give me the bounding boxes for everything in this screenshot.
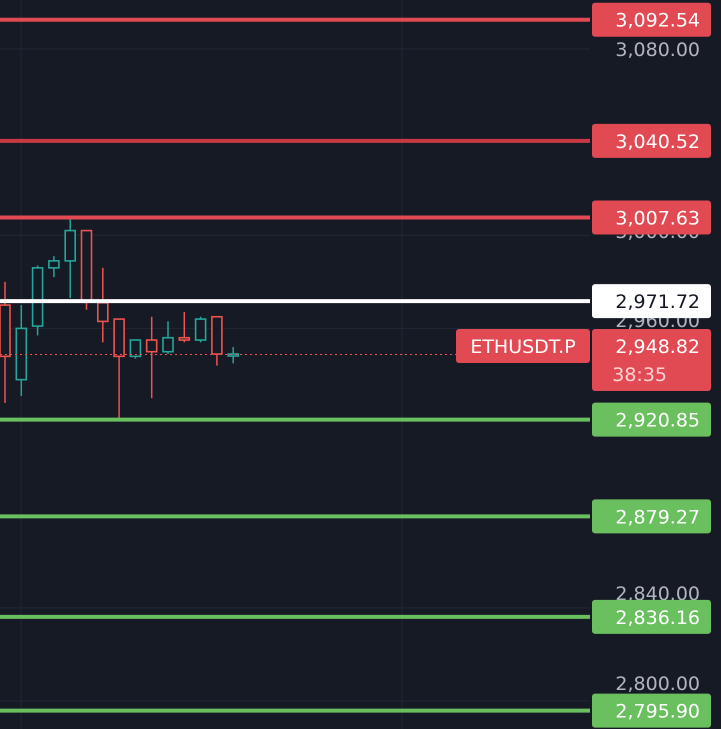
last-price-badge[interactable] [592, 329, 711, 391]
candle-body [64, 229, 76, 262]
candle-countdown: 38:35 [612, 364, 667, 386]
resistance-level-value: 3,092.54 [615, 10, 700, 32]
resistance-level-value: 3,040.52 [615, 131, 700, 153]
candle-body [97, 301, 109, 323]
resistance-level-badge[interactable] [592, 123, 711, 158]
resistance-level-badge[interactable] [592, 200, 711, 235]
reference-level-value: 2,971.72 [615, 291, 700, 313]
candle-body [227, 353, 239, 357]
support-level-badge[interactable] [592, 599, 711, 634]
grid-lines [0, 0, 590, 729]
candle-body [0, 304, 11, 358]
price-tick-label: 2,840.00 [615, 583, 700, 605]
candle-body [178, 336, 191, 341]
candle-body [129, 339, 142, 358]
candle-body [48, 260, 60, 269]
resistance-level-value: 3,007.63 [615, 207, 700, 229]
support-level-value: 2,836.16 [615, 607, 700, 629]
support-level-badge[interactable] [592, 402, 711, 437]
price-tick-label: 3,080.00 [615, 39, 700, 61]
candle-body [194, 318, 207, 341]
support-level-value: 2,879.27 [615, 506, 700, 528]
reference-level-badge[interactable] [592, 284, 711, 319]
price-tick-label: 2,800.00 [615, 673, 700, 695]
support-level-badge[interactable] [592, 499, 711, 534]
support-level-badge[interactable] [592, 693, 711, 728]
candle-body [162, 336, 174, 353]
support-level-value: 2,795.90 [615, 701, 700, 723]
symbol-label: ETHUSDT.P [470, 336, 575, 358]
candle-body [113, 318, 125, 358]
candle-body [211, 315, 223, 355]
candle-body [31, 267, 44, 327]
last-price-value: 2,948.82 [615, 336, 700, 358]
symbol-badge[interactable] [456, 329, 590, 363]
current-price-marker: ETHUSDT.P 2,948.82 38:35 [0, 329, 711, 391]
support-level-value: 2,920.85 [615, 410, 700, 432]
resistance-level-badge[interactable] [592, 2, 711, 37]
candle-body [80, 229, 93, 302]
candle-body [145, 339, 158, 353]
